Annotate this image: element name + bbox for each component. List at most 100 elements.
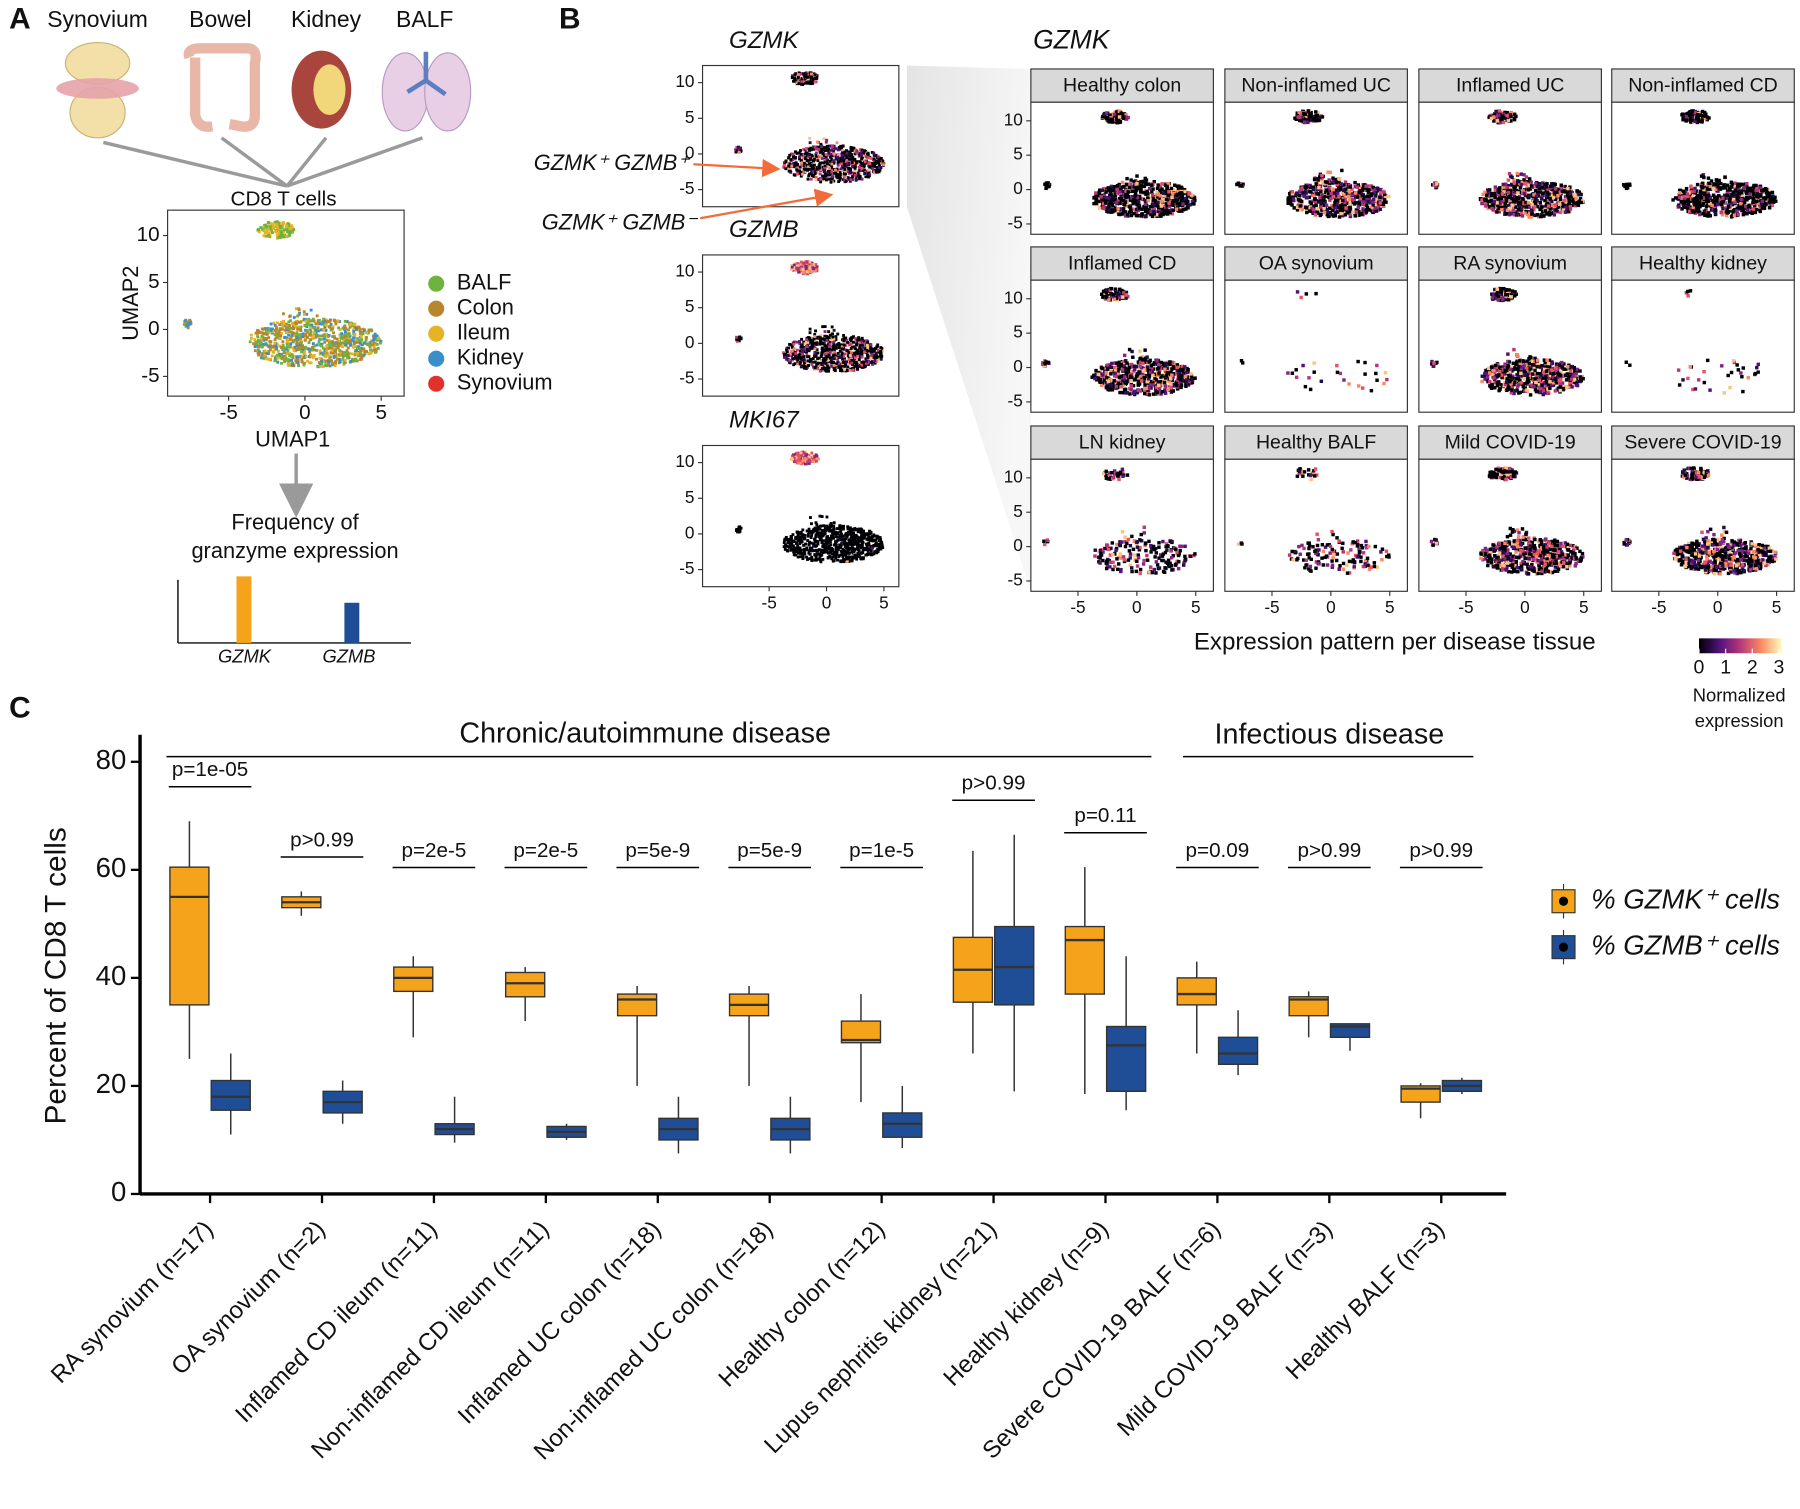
umap-cell xyxy=(799,166,802,169)
umap-cell xyxy=(288,354,291,357)
umap-cell xyxy=(814,146,817,149)
umap-cell xyxy=(1099,195,1102,198)
umap-cell xyxy=(819,528,822,531)
umap-cell xyxy=(831,358,834,361)
umap-cell xyxy=(806,261,809,264)
umap-cell xyxy=(1144,177,1147,180)
umap-cell xyxy=(830,361,833,364)
umap-cell xyxy=(1291,190,1294,193)
umap-cell xyxy=(365,336,368,339)
umap-cell xyxy=(275,345,278,348)
umap-cell xyxy=(1351,211,1354,214)
umap-cell xyxy=(1188,192,1191,195)
umap-cell xyxy=(1320,174,1323,177)
umap-cell xyxy=(879,350,882,353)
umap-cell xyxy=(867,169,870,172)
umap-cell xyxy=(807,552,810,555)
umap-cell xyxy=(374,351,377,354)
umap-cell xyxy=(264,350,267,353)
umap-cell xyxy=(839,538,842,541)
umap-cell xyxy=(837,180,840,183)
umap-cell xyxy=(792,544,795,547)
umap-cell xyxy=(1174,193,1177,196)
umap-cell xyxy=(276,322,279,325)
umap-cell xyxy=(272,222,275,225)
umap-cell xyxy=(809,331,812,334)
umap-cell xyxy=(262,332,265,335)
umap-cell xyxy=(844,540,847,543)
umap-cell xyxy=(831,326,834,329)
umap-cell xyxy=(857,552,860,555)
umap-cell xyxy=(341,342,344,345)
umap-cell xyxy=(1378,201,1381,204)
umap-cell xyxy=(324,364,327,367)
umap-cell xyxy=(843,352,846,355)
umap-cell xyxy=(306,336,309,339)
umap-cell xyxy=(1314,182,1317,185)
umap-cell xyxy=(272,350,275,353)
umap-cell xyxy=(797,73,800,76)
umap-cell xyxy=(265,357,268,360)
umap-cell xyxy=(817,550,820,553)
umap-cell xyxy=(1302,112,1305,115)
umap-cell xyxy=(830,171,833,174)
umap-cell xyxy=(1111,208,1114,211)
umap-cell xyxy=(1179,199,1182,202)
umap-cell xyxy=(1156,201,1159,204)
umap-cell xyxy=(838,524,841,527)
umap-cell xyxy=(1159,194,1162,197)
umap-cell xyxy=(279,236,282,239)
umap-cell xyxy=(815,152,818,155)
umap-cell xyxy=(360,338,363,341)
umap-cell xyxy=(824,174,827,177)
umap-cell xyxy=(838,543,841,546)
umap-cell xyxy=(853,527,856,530)
umap-cell xyxy=(1296,115,1299,118)
umap-cell xyxy=(275,326,278,329)
umap-cell xyxy=(1143,214,1146,217)
umap-cell xyxy=(810,452,813,455)
umap-cell xyxy=(814,74,817,77)
umap-cell xyxy=(372,346,375,349)
panel-frame xyxy=(703,255,899,396)
umap-cell xyxy=(1336,192,1339,195)
umap-cell xyxy=(816,553,819,556)
umap-cell xyxy=(795,357,798,360)
umap-cell xyxy=(800,261,803,264)
umap-cell xyxy=(1151,215,1154,218)
umap-cell xyxy=(269,348,272,351)
umap-cell xyxy=(1118,115,1121,118)
umap-cell xyxy=(344,343,347,346)
umap-cell xyxy=(344,354,347,357)
umap-cell xyxy=(850,351,853,354)
umap-cell xyxy=(845,160,848,163)
umap-cell xyxy=(805,457,808,460)
x-tick-label: -5 xyxy=(761,592,776,612)
umap-cell xyxy=(261,327,264,330)
umap-cell xyxy=(854,174,857,177)
umap-cell xyxy=(842,558,845,561)
umap-cell xyxy=(290,336,293,339)
umap-cell xyxy=(792,153,795,156)
umap-cell xyxy=(1362,200,1365,203)
umap-cell xyxy=(880,353,883,356)
umap-cell xyxy=(313,354,316,357)
umap-cell xyxy=(829,160,832,163)
umap-cell xyxy=(269,340,272,343)
umap-cell xyxy=(848,167,851,170)
umap-cell xyxy=(305,320,308,323)
umap-cell xyxy=(1366,195,1369,198)
legend-swatch xyxy=(428,376,444,392)
facet-title: Inflamed UC xyxy=(1456,74,1564,96)
umap-cell xyxy=(808,137,811,140)
umap-cell xyxy=(805,345,808,348)
umap-cell xyxy=(827,548,830,551)
umap-cell xyxy=(821,348,824,351)
umap-cell xyxy=(860,158,863,161)
umap-cell xyxy=(304,346,307,349)
umap-cell xyxy=(304,333,307,336)
umap-cell xyxy=(302,364,305,367)
y-tick-label: 0 xyxy=(148,317,160,340)
umap-cell xyxy=(811,167,814,170)
